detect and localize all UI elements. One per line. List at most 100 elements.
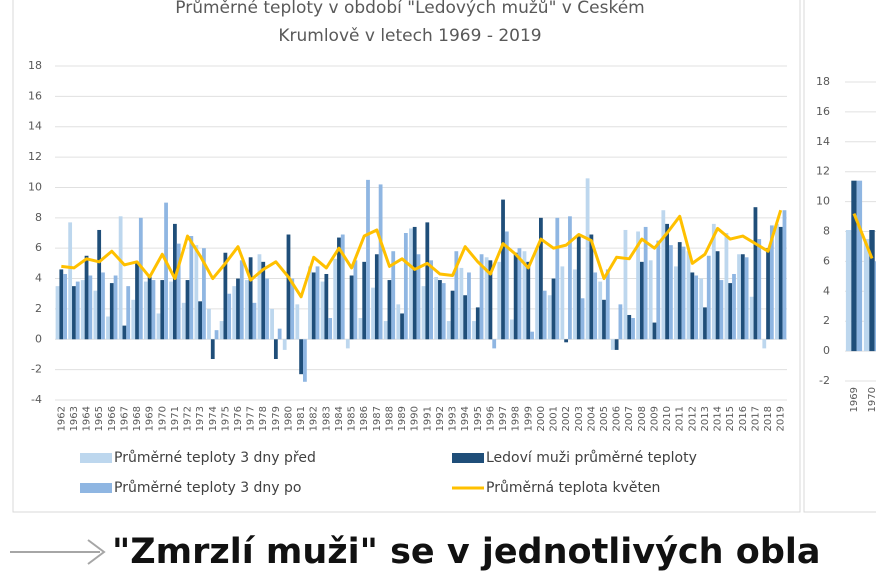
bar [383, 321, 388, 340]
x-tick-label: 1988 [384, 406, 395, 431]
bar [648, 260, 653, 340]
x-tick-label: 2011 [675, 406, 686, 431]
bar [699, 278, 704, 340]
bar [320, 281, 325, 340]
x-tick-label: 1999 [523, 406, 534, 431]
y-tick-label: 18 [816, 75, 830, 88]
bar [84, 255, 89, 340]
bar [239, 260, 244, 340]
bar [236, 278, 240, 340]
bar [753, 207, 758, 340]
bar [109, 283, 114, 340]
bar [371, 287, 375, 340]
x-tick-label: 2006 [612, 406, 623, 431]
bar [766, 248, 770, 340]
bar [724, 233, 729, 340]
x-tick-label: 1990 [410, 406, 421, 431]
bar [324, 273, 329, 340]
bar [547, 295, 552, 340]
legend-label: Průměrné teploty 3 dny po [114, 480, 302, 496]
bar [59, 269, 64, 340]
bar [93, 290, 98, 340]
y-tick-label: 0 [823, 344, 830, 357]
x-tick-label: 1973 [195, 406, 206, 431]
x-tick-label: 1996 [485, 406, 496, 431]
bar [366, 179, 370, 340]
bar [244, 280, 249, 340]
bar [475, 307, 480, 340]
bar [757, 239, 762, 340]
bar [328, 318, 333, 340]
bar [467, 272, 471, 340]
bar [627, 314, 632, 340]
x-tick-label: 1978 [258, 406, 269, 431]
bar [703, 307, 707, 340]
bar [749, 296, 754, 340]
bar [555, 217, 560, 340]
bar [661, 210, 666, 340]
bar [778, 226, 783, 340]
bar [501, 199, 505, 340]
y-tick-label: 8 [35, 211, 42, 224]
bar [160, 280, 165, 340]
bar [387, 280, 392, 340]
arrow-head [87, 539, 106, 565]
x-tick-label: 1980 [283, 406, 294, 431]
bar [639, 261, 644, 340]
bar [176, 243, 181, 340]
bar [68, 222, 73, 340]
bar [202, 248, 206, 340]
x-tick-label: 1962 [56, 406, 67, 431]
bar [223, 252, 228, 340]
bar [290, 278, 295, 340]
x-tick-label: 2010 [662, 406, 673, 431]
x-tick-label: 1968 [132, 406, 143, 431]
bar [479, 254, 484, 340]
bar [522, 251, 527, 340]
bar [614, 339, 619, 350]
line [852, 213, 874, 259]
chart-title: Krumlově v letech 1969 - 2019 [278, 26, 541, 46]
bar [412, 226, 417, 340]
x-tick-label: 1972 [183, 406, 194, 431]
legend-label: Průměrná teplota květen [486, 480, 660, 496]
bar [169, 281, 174, 340]
bar [135, 261, 139, 340]
bar [273, 339, 278, 360]
bar [762, 339, 767, 349]
bar [434, 277, 439, 340]
y-tick-label: 12 [816, 165, 830, 178]
bar [568, 216, 572, 340]
bar [106, 316, 110, 340]
bar [374, 254, 379, 340]
bar [299, 339, 303, 375]
bar [488, 260, 493, 340]
bar [856, 180, 863, 352]
bar [845, 230, 852, 352]
bar [580, 298, 585, 340]
x-tick-label: 2012 [687, 406, 698, 431]
bar [542, 290, 547, 340]
bar [97, 229, 102, 340]
bar [138, 217, 143, 340]
x-tick-label: 1984 [334, 406, 345, 431]
x-tick-label: 1992 [435, 406, 446, 431]
x-tick-label: 2000 [536, 406, 547, 431]
bar [396, 304, 401, 340]
bar [450, 290, 455, 340]
bar [686, 251, 691, 340]
legend-label: Ledoví muži průměrné teploty [486, 450, 697, 466]
x-tick-label: 1970 [157, 406, 168, 431]
bar [463, 295, 468, 340]
bar [164, 202, 168, 340]
legend-swatch [452, 453, 484, 463]
bar [210, 339, 215, 360]
x-tick-label: 1977 [246, 406, 257, 431]
bar [333, 258, 338, 340]
x-tick-label: 2007 [624, 406, 635, 431]
bar [732, 273, 736, 340]
x-tick-label: 2009 [649, 406, 660, 431]
x-tick-label: 1993 [448, 406, 459, 431]
bar [605, 269, 610, 340]
